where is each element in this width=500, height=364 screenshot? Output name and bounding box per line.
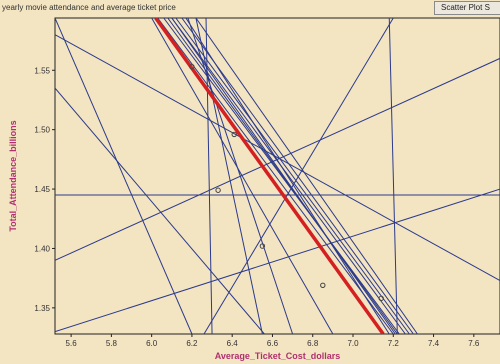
chart-title: yearly movie attendance and average tick… (2, 3, 176, 12)
plot-area (54, 17, 500, 335)
x-tick-label: 6.4 (227, 339, 239, 348)
trial-line-13 (55, 34, 500, 281)
x-tick-label: 7.4 (428, 339, 440, 348)
points-layer (189, 64, 384, 302)
x-tick-label: 6.8 (307, 339, 319, 348)
trial-line-7 (195, 18, 418, 334)
x-tick-label: 7.2 (388, 339, 400, 348)
data-point-5[interactable] (320, 282, 326, 288)
y-axis-label: Total_Attendance_billions (8, 120, 18, 231)
trial-line-20 (195, 18, 263, 334)
x-axis-label: Average_Ticket_Cost_dollars (215, 351, 341, 361)
y-tick-label: 1.45 (34, 185, 50, 194)
y-tick-label: 1.35 (34, 304, 50, 313)
trial-line-2 (163, 18, 400, 334)
data-point-3[interactable] (215, 187, 221, 193)
scatter-plot-tab-button[interactable]: Scatter Plot S (434, 1, 500, 15)
x-axis-ticks: 5.6 5.8 6.0 6.2 6.4 6.6 6.8 7.0 7.2 7.4 7.6 (66, 334, 480, 348)
y-axis-ticks: 1.35 1.40 1.45 1.50 1.55 (34, 66, 55, 313)
trial-line-15 (55, 57, 500, 261)
trial-line-5 (175, 18, 410, 334)
trial-line-10 (151, 18, 334, 334)
x-tick-label: 5.8 (106, 339, 118, 348)
trial-line-12 (55, 87, 265, 334)
trial-line-6 (181, 18, 414, 334)
trial-line-3 (167, 18, 398, 334)
x-tick-label: 7.0 (347, 339, 359, 348)
x-tick-label: 6.2 (186, 339, 198, 348)
trial-line-9 (185, 18, 390, 334)
trial-line-11 (55, 18, 193, 334)
y-tick-label: 1.55 (34, 66, 50, 75)
trial-line-21 (187, 18, 294, 334)
x-tick-label: 6.6 (267, 339, 279, 348)
data-point-2[interactable] (231, 131, 237, 138)
data-point-6[interactable] (378, 295, 384, 302)
x-tick-label: 5.6 (66, 339, 78, 348)
y-tick-label: 1.50 (34, 126, 50, 135)
fit-line (154, 18, 385, 334)
trial-line-19 (203, 18, 394, 334)
trial-lines-layer (55, 18, 500, 334)
x-tick-label: 7.6 (468, 339, 480, 348)
data-point-1[interactable] (189, 64, 195, 70)
x-tick-label: 6.0 (146, 339, 158, 348)
trial-line-18 (388, 18, 398, 334)
trial-line-1 (157, 18, 394, 334)
data-point-4[interactable] (259, 243, 266, 249)
trial-line-8 (171, 18, 396, 334)
y-tick-label: 1.40 (34, 244, 50, 253)
fit-line-layer (154, 18, 385, 334)
trial-line-4 (171, 18, 406, 334)
trial-line-16 (55, 188, 500, 333)
